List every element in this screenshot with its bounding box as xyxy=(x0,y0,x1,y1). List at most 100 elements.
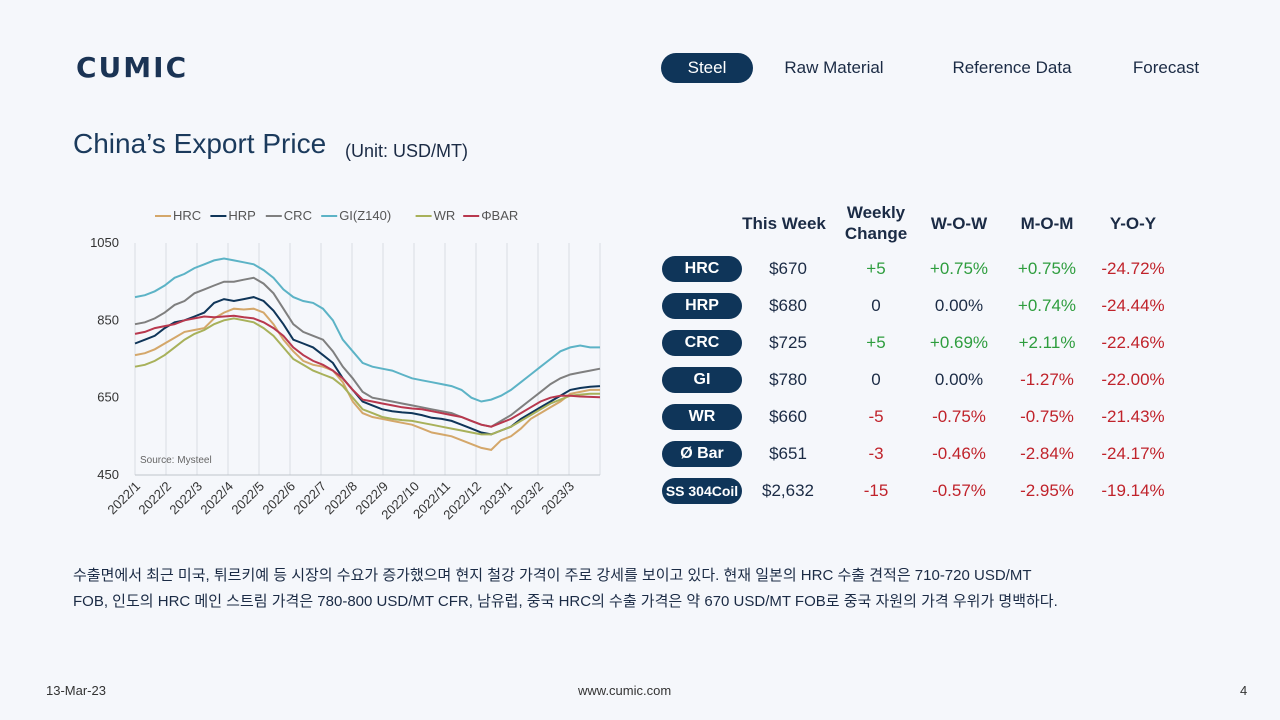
table-row: Ø Bar $651 -3 -0.46% -2.84% -24.17% xyxy=(662,441,1192,467)
table-row: GI $780 0 0.00% -1.27% -22.00% xyxy=(662,367,1192,393)
weekly-change-cell: -15 xyxy=(863,481,889,500)
wow-cell: -0.46% xyxy=(932,444,986,463)
price-chart: 2022/1 2022/2 2022/3 2022/4 2022/5 2022/6 2022… xyxy=(80,200,620,540)
chart-source-note: Source: Mysteel xyxy=(140,455,212,466)
yoy-cell: -22.46% xyxy=(1101,333,1165,352)
product-badge: SS 304Coil xyxy=(662,478,742,504)
y-tick-label: 1050 xyxy=(90,235,119,250)
series-line-crc xyxy=(134,276,601,428)
x-tick-label: 2022/7 xyxy=(290,479,329,518)
product-badge: WR xyxy=(662,404,742,430)
mom-cell: -2.84% xyxy=(1020,444,1074,463)
wow-cell: 0.00% xyxy=(934,296,984,315)
table-row: HRP $680 0 0.00% +0.74% -24.44% xyxy=(662,293,1192,319)
footer-url[interactable]: www.cumic.com xyxy=(578,683,672,698)
yoy-cell: -24.72% xyxy=(1101,259,1165,278)
x-tick-label: 2022/2 xyxy=(135,479,174,518)
header-yoy: Y-O-Y xyxy=(1109,214,1157,233)
product-badge: HRC xyxy=(662,256,742,282)
legend-label: HRC xyxy=(173,208,201,223)
series-line-giz140 xyxy=(134,257,600,403)
nav-tab-steel[interactable]: Steel xyxy=(661,53,753,83)
page-title: China’s Export Price xyxy=(73,128,327,159)
series-line-hrp xyxy=(134,296,601,436)
yoy-cell: -24.44% xyxy=(1101,296,1165,315)
y-tick-label: 450 xyxy=(97,467,119,482)
wow-cell: -0.57% xyxy=(932,481,986,500)
series-line-hrc xyxy=(134,307,600,451)
mom-cell: +0.74% xyxy=(1017,296,1077,315)
wow-cell: -0.75% xyxy=(932,407,986,426)
header-weekly-change: Weekly Change xyxy=(836,202,916,244)
series-line-bar xyxy=(134,314,601,428)
table-row: HRC $670 +5 +0.75% +0.75% -24.72% xyxy=(662,256,1192,282)
weekly-change-cell: 0 xyxy=(871,370,881,389)
legend-label: ΦBAR xyxy=(481,208,518,223)
header-wow: W-O-W xyxy=(930,214,988,233)
product-badge: CRC xyxy=(662,330,742,356)
price-chart-svg: 2022/12022/22022/32022/42022/52022/62022… xyxy=(90,208,601,522)
footer-date: 13-Mar-23 xyxy=(46,683,106,698)
x-tick-label: 2022/5 xyxy=(228,479,267,518)
x-tick-label: 2022/8 xyxy=(321,479,360,518)
wow-cell: +0.69% xyxy=(929,333,989,352)
y-tick-label: 650 xyxy=(97,390,119,405)
yoy-cell: -19.14% xyxy=(1101,481,1165,500)
header-mom: M-O-M xyxy=(1020,214,1074,233)
yoy-cell: -24.17% xyxy=(1101,444,1165,463)
table-row: CRC $725 +5 +0.69% +2.11% -22.46% xyxy=(662,330,1192,356)
commentary-line-1: 수출면에서 최근 미국, 튀르키예 등 시장의 수요가 증가했으며 현지 철강 … xyxy=(73,567,1032,584)
nav-tab-raw-material[interactable]: Raw Material xyxy=(784,58,884,77)
weekly-change-cell: +5 xyxy=(866,259,886,278)
price-cell: $725 xyxy=(769,333,807,352)
yoy-cell: -21.43% xyxy=(1101,407,1165,426)
logo-text: CUMIC xyxy=(76,50,189,84)
legend-label: HRP xyxy=(228,208,255,223)
mom-cell: +0.75% xyxy=(1017,259,1077,278)
legend-label: WR xyxy=(434,208,456,223)
unit-label: (Unit: USD/MT) xyxy=(345,141,468,161)
table-row: WR $660 -5 -0.75% -0.75% -21.43% xyxy=(662,404,1192,430)
mom-cell: -0.75% xyxy=(1020,407,1074,426)
mom-cell: +2.11% xyxy=(1018,333,1076,352)
table-row: SS 304Coil $2,632 -15 -0.57% -2.95% -19.14% xyxy=(662,478,1192,504)
product-badge: GI xyxy=(662,367,742,393)
series-line-wr xyxy=(134,317,600,436)
price-cell: $680 xyxy=(769,296,807,315)
weekly-change-cell: -5 xyxy=(868,407,884,426)
product-badge: Ø Bar xyxy=(662,441,742,467)
price-cell: $2,632 xyxy=(762,481,814,500)
header-this-week: This Week xyxy=(742,214,826,233)
header-weekly-change-line2: Change xyxy=(844,224,908,243)
weekly-change-cell: +5 xyxy=(866,333,886,352)
cumic-logo: CUMIC xyxy=(76,50,189,84)
x-tick-label: 2023/1 xyxy=(476,479,515,518)
weekly-change-cell: 0 xyxy=(871,296,881,315)
weekly-change-cell: -3 xyxy=(868,444,884,463)
nav-tab-forecast[interactable]: Forecast xyxy=(1132,58,1200,77)
price-cell: $651 xyxy=(769,444,807,463)
price-cell: $660 xyxy=(769,407,807,426)
header-weekly-change-line1: Weekly xyxy=(846,203,906,222)
yoy-cell: -22.00% xyxy=(1101,370,1165,389)
x-tick-label: 2022/1 xyxy=(104,479,143,518)
price-cell: $670 xyxy=(769,259,807,278)
price-cell: $780 xyxy=(769,370,807,389)
y-tick-label: 850 xyxy=(97,312,119,327)
legend-label: CRC xyxy=(284,208,312,223)
top-nav: Steel Raw Material Reference Data Foreca… xyxy=(661,53,1220,83)
product-badge: HRP xyxy=(662,293,742,319)
page-number: 4 xyxy=(1240,683,1248,698)
mom-cell: -1.27% xyxy=(1020,370,1074,389)
wow-cell: 0.00% xyxy=(934,370,984,389)
market-commentary: 수출면에서 최근 미국, 튀르키예 등 시장의 수요가 증가했으며 현지 철강 … xyxy=(73,563,1203,615)
x-tick-label: 2022/6 xyxy=(259,479,298,518)
nav-tab-reference-data[interactable]: Reference Data xyxy=(952,58,1072,77)
x-tick-label: 2023/2 xyxy=(507,479,546,518)
commentary-line-2: FOB, 인도의 HRC 메인 스트림 가격은 780-800 USD/MT C… xyxy=(73,593,1058,610)
mom-cell: -2.95% xyxy=(1020,481,1074,500)
legend-label: GI(Z140) xyxy=(339,208,391,223)
x-tick-label: 2022/4 xyxy=(197,479,236,518)
x-tick-label: 2023/3 xyxy=(538,479,577,518)
x-tick-label: 2022/3 xyxy=(166,479,205,518)
